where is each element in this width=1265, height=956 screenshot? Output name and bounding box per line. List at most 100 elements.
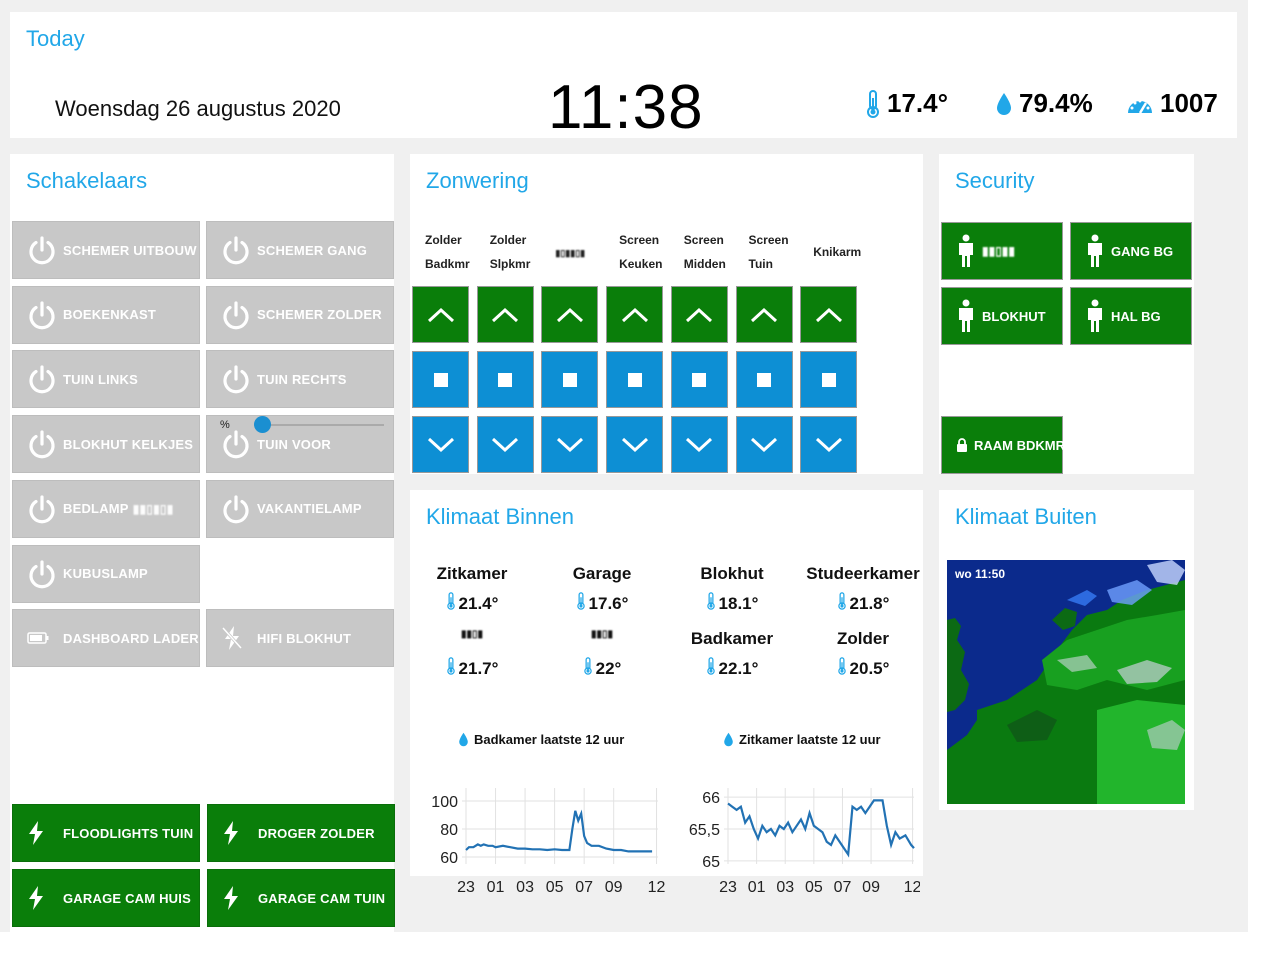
power-icon bbox=[27, 559, 61, 589]
room-temp-row: 17.6° bbox=[537, 592, 667, 615]
switch-garage-cam-huis[interactable]: GARAGE CAM HUIS bbox=[12, 869, 200, 927]
shade-up-button[interactable] bbox=[670, 286, 728, 343]
shade-down-button[interactable] bbox=[800, 416, 858, 473]
room-temp-value: 20.5° bbox=[849, 658, 890, 678]
room-temp-row: 22° bbox=[537, 657, 667, 680]
switch-schemer-zolder[interactable]: SCHEMER ZOLDER bbox=[206, 285, 394, 344]
zonwering-title: Zonwering bbox=[426, 168, 529, 193]
redacted-text: ▮▮▯▮▯▮ bbox=[132, 501, 174, 516]
stop-icon bbox=[433, 372, 448, 387]
switch-blokhut-kelkjes[interactable]: BLOKHUT KELKJES bbox=[12, 415, 200, 474]
room-temp-value: 17.6° bbox=[588, 593, 629, 613]
shade-up-button[interactable] bbox=[412, 286, 469, 343]
room-temperature: Badkamer 22.1° bbox=[667, 629, 797, 680]
power-icon bbox=[221, 235, 255, 265]
room-name: Zolder bbox=[837, 629, 889, 648]
switch-dashboard-lader[interactable]: DASHBOARD LADER bbox=[12, 609, 200, 668]
switch-tuin-rechts[interactable]: TUIN RECHTS bbox=[206, 350, 394, 409]
security-sensor-hal-bg[interactable]: HAL BG bbox=[1070, 287, 1192, 345]
switch-schemer-gang[interactable]: SCHEMER GANG bbox=[206, 221, 394, 279]
stop-icon bbox=[692, 372, 707, 387]
y-tick-label: 60 bbox=[440, 850, 458, 867]
switch-garage-cam-tuin[interactable]: GARAGE CAM TUIN bbox=[207, 869, 395, 927]
thermometer-icon bbox=[446, 657, 456, 680]
redacted-text: ▮▯▮▮▯▮ bbox=[555, 248, 586, 258]
security-sensor-gang-bg[interactable]: GANG BG bbox=[1070, 222, 1192, 280]
shade-stop-button[interactable] bbox=[735, 351, 793, 408]
chevron-down-icon bbox=[556, 437, 583, 452]
x-tick-label: 23 bbox=[719, 879, 737, 896]
klimaat-binnen-title: Klimaat Binnen bbox=[426, 504, 574, 529]
switch-label: DASHBOARD LADER bbox=[63, 630, 199, 646]
thermometer-icon bbox=[837, 657, 847, 680]
shade-up-button[interactable] bbox=[606, 286, 664, 343]
chevron-down-icon bbox=[686, 437, 713, 452]
x-tick-label: 01 bbox=[748, 879, 766, 896]
shade-down-button[interactable] bbox=[541, 416, 599, 473]
shade-up-button[interactable] bbox=[476, 286, 534, 343]
security-sensor-redacted[interactable]: ▮▮▯▮▮ bbox=[941, 222, 1063, 280]
shade-stop-button[interactable] bbox=[670, 351, 728, 408]
security-sensor-raam-bdkmr[interactable]: RAAM BDKMR bbox=[941, 416, 1065, 474]
security-sensor-blokhut[interactable]: BLOKHUT bbox=[941, 287, 1063, 345]
room-name: ▮▮▯▮ bbox=[590, 629, 613, 640]
shade-down-button[interactable] bbox=[606, 416, 664, 473]
chevron-down-icon bbox=[621, 437, 648, 452]
shade-up-button[interactable] bbox=[800, 286, 858, 343]
room-temp-value: 21.7° bbox=[458, 658, 499, 678]
power-icon bbox=[27, 235, 61, 265]
shade-stop-button[interactable] bbox=[606, 351, 664, 408]
kubuslamp-dimmer-slider[interactable]: % bbox=[220, 415, 390, 435]
temperature-value: 17.4° bbox=[887, 88, 949, 118]
room-temp-value: 22.1° bbox=[718, 658, 759, 678]
room-temperature: Zitkamer 21.4° bbox=[407, 564, 537, 615]
shade-down-button[interactable] bbox=[412, 416, 469, 473]
shade-down-button[interactable] bbox=[735, 416, 793, 473]
slider-track[interactable] bbox=[254, 424, 384, 426]
room-temp-value: 22° bbox=[595, 658, 622, 678]
slider-unit: % bbox=[220, 419, 230, 431]
chevron-up-icon bbox=[556, 307, 583, 322]
room-name: Blokhut bbox=[700, 564, 764, 583]
room-name: Garage bbox=[572, 564, 632, 583]
x-tick-label: 03 bbox=[776, 879, 794, 896]
rain-radar-map[interactable]: wo 11:50 bbox=[947, 560, 1185, 804]
x-tick-label: 05 bbox=[546, 879, 564, 896]
power-icon bbox=[221, 300, 255, 330]
shade-stop-button[interactable] bbox=[412, 351, 469, 408]
switch-vakantielamp[interactable]: VAKANTIELAMP bbox=[206, 479, 394, 538]
shade-stop-button[interactable] bbox=[800, 351, 858, 408]
shade-stop-button[interactable] bbox=[476, 351, 534, 408]
thermometer-icon bbox=[446, 592, 456, 615]
zonwering-column-label: Screen Keuken bbox=[619, 228, 677, 276]
x-tick-label: 07 bbox=[834, 879, 852, 896]
chevron-up-icon bbox=[492, 307, 519, 322]
switch-label: HIFI BLOKHUT bbox=[257, 630, 352, 646]
shade-up-button[interactable] bbox=[735, 286, 793, 343]
switch-label: KUBUSLAMP bbox=[63, 566, 148, 581]
shade-stop-button[interactable] bbox=[541, 351, 599, 408]
switch-hifi-blokhut[interactable]: HIFI BLOKHUT bbox=[206, 609, 394, 668]
switch-kubuslamp[interactable]: KUBUSLAMP bbox=[12, 544, 200, 603]
switch-boekenkast[interactable]: BOEKENKAST bbox=[12, 285, 200, 344]
switch-droger-zolder[interactable]: DROGER ZOLDER bbox=[207, 804, 395, 862]
shade-down-button[interactable] bbox=[670, 416, 728, 473]
switch-tuin-links[interactable]: TUIN LINKS bbox=[12, 350, 200, 409]
slider-handle[interactable] bbox=[254, 416, 271, 433]
thermometer-icon bbox=[576, 592, 586, 615]
radar-map-image bbox=[947, 560, 1185, 804]
switch-bedlamp[interactable]: BEDLAMP ▮▮▯▮▯▮ bbox=[12, 479, 200, 538]
power-icon bbox=[27, 364, 61, 394]
shade-up-button[interactable] bbox=[541, 286, 599, 343]
switch-schemer-uitbouw[interactable]: SCHEMER UITBOUW bbox=[12, 221, 200, 279]
switch-floodlights-tuin[interactable]: FLOODLIGHTS TUIN bbox=[12, 804, 200, 862]
room-temp-row: 21.8° bbox=[798, 592, 928, 615]
chevron-up-icon bbox=[686, 307, 713, 322]
switch-label: VAKANTIELAMP bbox=[257, 501, 362, 517]
shade-down-button[interactable] bbox=[476, 416, 534, 473]
room-temperature: Garage 17.6° bbox=[537, 564, 667, 615]
switch-label: TUIN VOOR bbox=[257, 436, 332, 452]
flash-icon bbox=[222, 820, 256, 846]
person-icon bbox=[956, 234, 976, 268]
